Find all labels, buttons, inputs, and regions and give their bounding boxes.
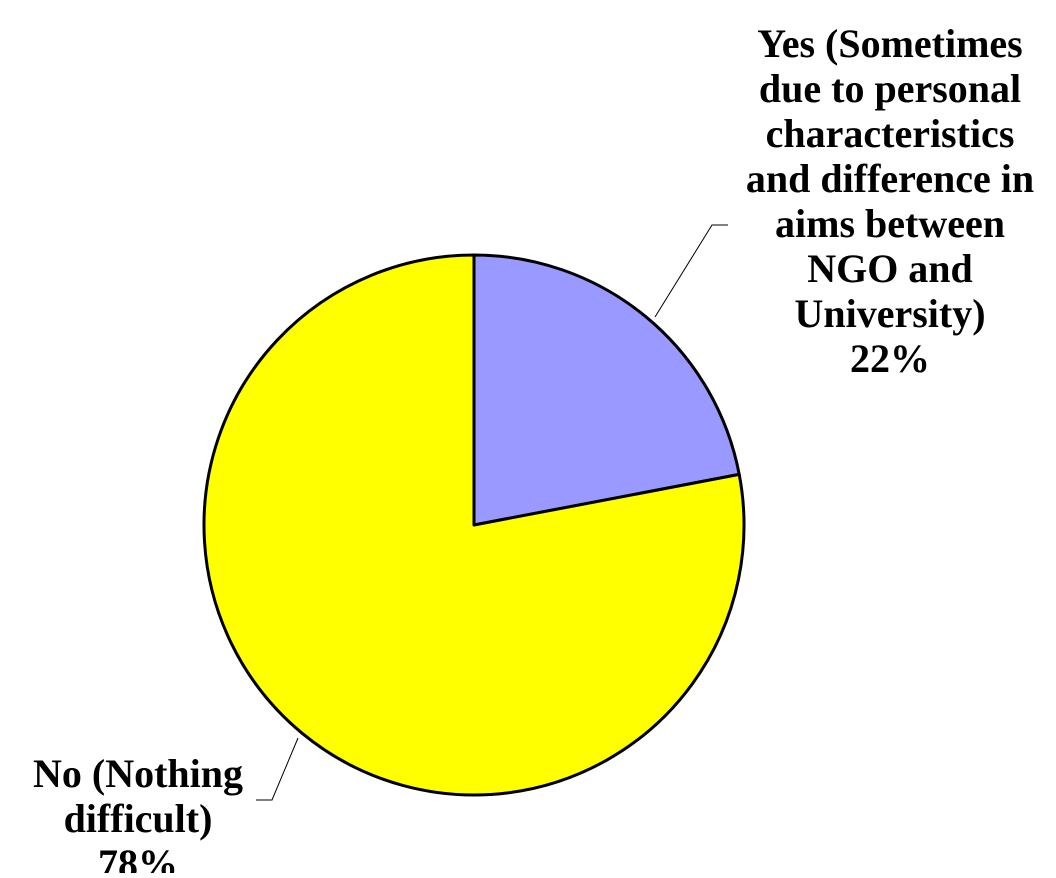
slice-label-line: and difference in [746, 156, 1034, 201]
pie-slice-yes [472, 253, 741, 527]
pie-slice-no [202, 253, 746, 797]
slice-label-line: characteristics [766, 111, 1015, 156]
slice-value-label: 22% [850, 336, 930, 381]
slice-label-line: NGO and [807, 246, 973, 291]
slice-label-line: No (Nothing [33, 751, 243, 796]
slice-labels: Yes (Sometimes due to personal characteris… [33, 21, 1034, 878]
leader-line-yes [654, 224, 728, 318]
pie-slices [202, 253, 746, 797]
slice-label-line: due to personal [759, 66, 1021, 111]
leader-lines [256, 224, 728, 801]
leader-line-no [256, 737, 299, 801]
slice-label-line: Yes (Sometimes [757, 21, 1023, 66]
slice-label-yes: Yes (Sometimes due to personal characteris… [746, 21, 1034, 381]
slice-value-label: 78% [98, 841, 178, 873]
slice-label-line: University) [794, 291, 985, 336]
slice-label-no: No (Nothing difficult) 78% [33, 751, 243, 873]
slice-label-line: aims between [775, 201, 1005, 246]
slice-label-line: difficult) [64, 796, 213, 841]
